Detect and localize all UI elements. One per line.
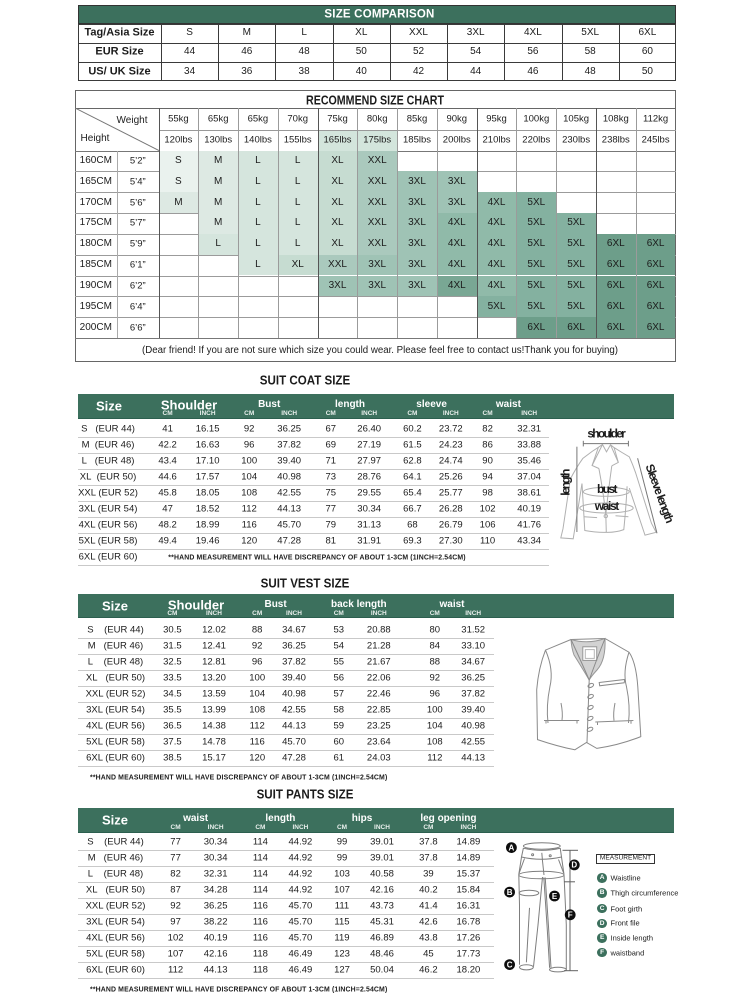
svg-text:length: length	[558, 469, 572, 496]
svg-text:Sleeve length: Sleeve length	[643, 462, 677, 525]
svg-text:E: E	[552, 892, 558, 901]
svg-text:F: F	[568, 911, 573, 920]
svg-text:B: B	[507, 888, 513, 897]
svg-text:C: C	[507, 960, 513, 969]
svg-text:A: A	[509, 843, 515, 852]
svg-text:shoulder: shoulder	[587, 427, 626, 441]
svg-text:bust: bust	[597, 482, 618, 496]
svg-text:waist: waist	[594, 499, 620, 513]
svg-text:D: D	[571, 861, 577, 870]
